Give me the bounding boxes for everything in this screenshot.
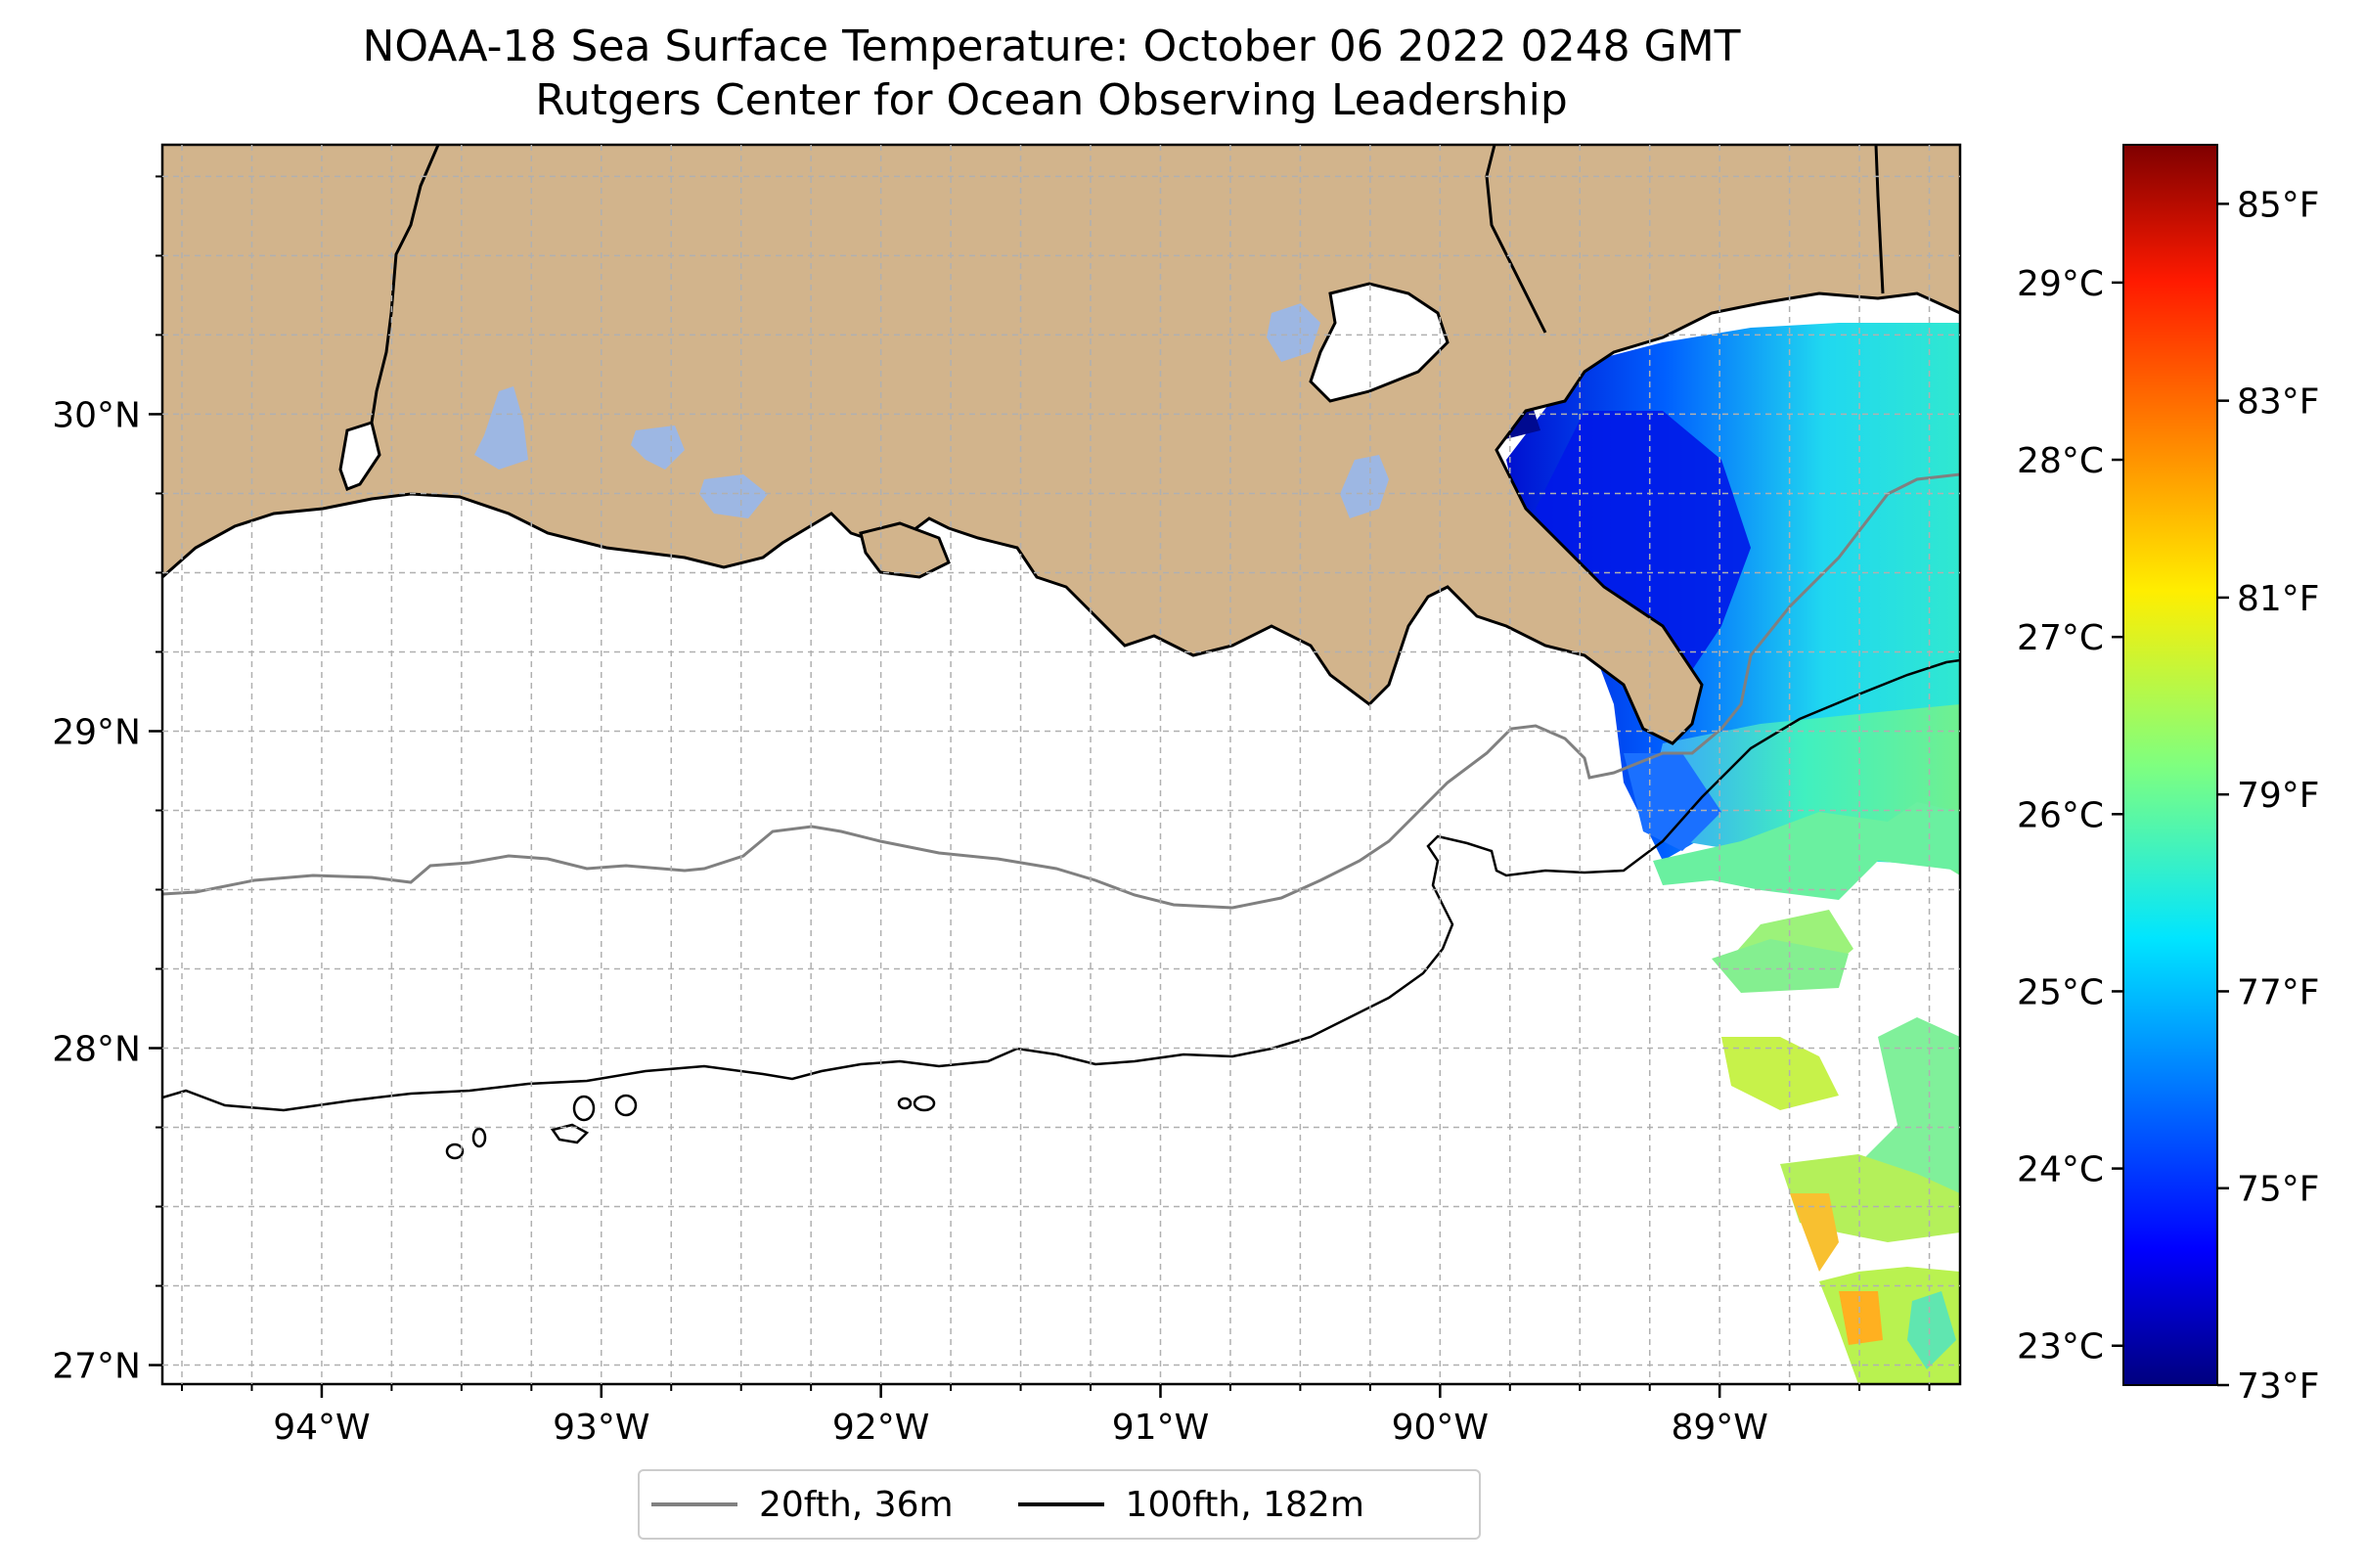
lakes xyxy=(474,303,1389,518)
lon-tick-label: 89°W xyxy=(1671,1408,1767,1448)
legend-swatch-100fth xyxy=(1017,1502,1104,1506)
lat-tick-label: 29°N xyxy=(52,712,141,752)
lon-tick-label: 90°W xyxy=(1392,1408,1489,1448)
legend-label-100fth: 100fth, 182m xyxy=(1125,1484,1364,1525)
map-subtitle: Rutgers Center for Ocean Observing Leade… xyxy=(535,75,1568,125)
c-tick-label: 27°C xyxy=(2017,618,2104,658)
celsius-ticks: 29°C 28°C 27°C 26°C 25°C 24°C 23°C xyxy=(2017,264,2123,1367)
lon-tick-label: 92°W xyxy=(832,1408,929,1448)
lat-tick-label: 30°N xyxy=(52,395,141,435)
legend-item-100fth: 100fth, 182m xyxy=(1006,1485,1364,1525)
latitude-ticks: 30°N 29°N 28°N 27°N xyxy=(52,175,162,1387)
f-tick-label: 79°F xyxy=(2237,776,2320,816)
f-tick-label: 85°F xyxy=(2237,185,2320,225)
c-tick-label: 28°C xyxy=(2017,441,2104,481)
lat-tick-label: 28°N xyxy=(52,1030,141,1070)
c-tick-label: 25°C xyxy=(2017,972,2104,1012)
legend-label-20fth: 20fth, 36m xyxy=(759,1484,954,1525)
fahrenheit-ticks: 85°F 83°F 81°F 79°F 77°F 75°F 73°F xyxy=(2217,185,2320,1407)
legend-swatch-20fth xyxy=(651,1502,737,1506)
isobath-20fth xyxy=(162,472,1960,910)
longitude-ticks: 94°W 93°W 92°W 91°W 90°W 89°W xyxy=(181,1384,1931,1448)
c-tick-label: 29°C xyxy=(2017,264,2104,304)
map-title: NOAA-18 Sea Surface Temperature: October… xyxy=(362,22,1741,71)
isobath-100fth xyxy=(162,658,1960,1112)
lon-tick-label: 94°W xyxy=(273,1408,370,1448)
gridlines xyxy=(162,145,1960,1384)
legend: 20fth, 36m 100fth, 182m xyxy=(638,1469,1481,1540)
map-frame xyxy=(160,143,1962,1386)
shelf-banks xyxy=(445,1094,936,1160)
f-tick-label: 81°F xyxy=(2237,579,2320,619)
map-area xyxy=(162,145,1960,1384)
c-tick-label: 24°C xyxy=(2017,1150,2104,1190)
state-borders xyxy=(370,145,1885,424)
f-tick-label: 77°F xyxy=(2237,972,2320,1012)
lon-tick-label: 93°W xyxy=(553,1408,649,1448)
legend-item-20fth: 20fth, 36m xyxy=(640,1485,954,1525)
f-tick-label: 73°F xyxy=(2237,1366,2320,1407)
lon-tick-label: 91°W xyxy=(1112,1408,1209,1448)
c-tick-label: 26°C xyxy=(2017,795,2104,835)
lat-tick-label: 27°N xyxy=(52,1347,141,1387)
c-tick-label: 23°C xyxy=(2017,1327,2104,1367)
colorbar xyxy=(2122,144,2218,1386)
f-tick-label: 75°F xyxy=(2237,1170,2320,1210)
f-tick-label: 83°F xyxy=(2237,382,2320,423)
